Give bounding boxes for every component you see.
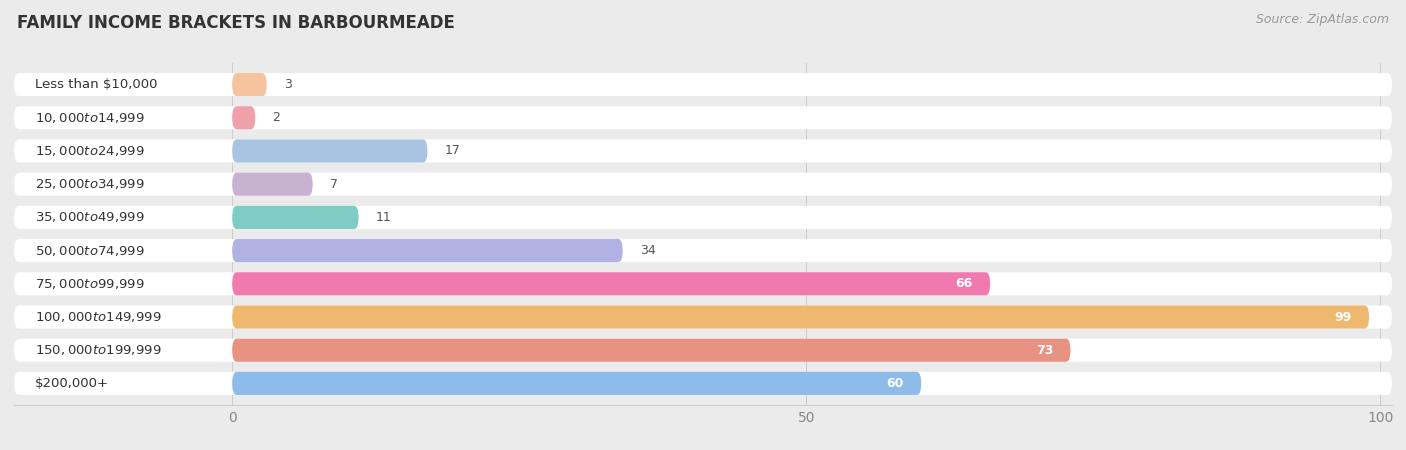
Text: $35,000 to $49,999: $35,000 to $49,999: [35, 211, 145, 225]
Text: $100,000 to $149,999: $100,000 to $149,999: [35, 310, 162, 324]
FancyBboxPatch shape: [14, 372, 1392, 395]
FancyBboxPatch shape: [14, 173, 1392, 196]
FancyBboxPatch shape: [232, 339, 1070, 362]
Text: $150,000 to $199,999: $150,000 to $199,999: [35, 343, 162, 357]
Text: $75,000 to $99,999: $75,000 to $99,999: [35, 277, 145, 291]
FancyBboxPatch shape: [232, 272, 990, 295]
FancyBboxPatch shape: [232, 173, 312, 196]
FancyBboxPatch shape: [232, 206, 359, 229]
FancyBboxPatch shape: [14, 73, 1392, 96]
Text: $25,000 to $34,999: $25,000 to $34,999: [35, 177, 145, 191]
FancyBboxPatch shape: [232, 306, 1369, 328]
Text: $50,000 to $74,999: $50,000 to $74,999: [35, 243, 145, 257]
Text: Less than $10,000: Less than $10,000: [35, 78, 157, 91]
Text: $10,000 to $14,999: $10,000 to $14,999: [35, 111, 145, 125]
Text: 17: 17: [444, 144, 461, 158]
Text: 66: 66: [956, 277, 973, 290]
Text: 3: 3: [284, 78, 292, 91]
Text: 7: 7: [330, 178, 337, 191]
FancyBboxPatch shape: [14, 239, 1392, 262]
Text: Source: ZipAtlas.com: Source: ZipAtlas.com: [1256, 14, 1389, 27]
Text: 11: 11: [375, 211, 391, 224]
Text: 73: 73: [1036, 344, 1053, 357]
Text: 2: 2: [273, 111, 280, 124]
FancyBboxPatch shape: [232, 73, 267, 96]
FancyBboxPatch shape: [14, 206, 1392, 229]
FancyBboxPatch shape: [14, 272, 1392, 295]
FancyBboxPatch shape: [232, 140, 427, 162]
FancyBboxPatch shape: [232, 372, 921, 395]
FancyBboxPatch shape: [232, 106, 256, 129]
Text: 99: 99: [1334, 310, 1351, 324]
Text: 60: 60: [887, 377, 904, 390]
FancyBboxPatch shape: [14, 140, 1392, 162]
Text: 34: 34: [640, 244, 655, 257]
FancyBboxPatch shape: [14, 106, 1392, 129]
FancyBboxPatch shape: [232, 239, 623, 262]
FancyBboxPatch shape: [14, 306, 1392, 328]
Text: $15,000 to $24,999: $15,000 to $24,999: [35, 144, 145, 158]
Text: $200,000+: $200,000+: [35, 377, 108, 390]
FancyBboxPatch shape: [14, 339, 1392, 362]
Text: FAMILY INCOME BRACKETS IN BARBOURMEADE: FAMILY INCOME BRACKETS IN BARBOURMEADE: [17, 14, 454, 32]
